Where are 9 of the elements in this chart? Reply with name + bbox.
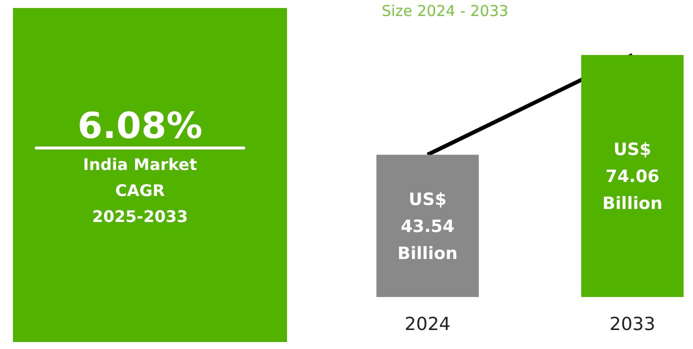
x-tick-label: 2033 xyxy=(610,314,656,335)
text: 2025-2033 xyxy=(92,207,188,226)
text: India Market xyxy=(83,155,198,174)
data-label: US$ 43.54 Billion xyxy=(398,190,458,264)
text: CAGR xyxy=(115,181,165,200)
chart-title: Size 2024 - 2033 xyxy=(382,2,508,20)
data-label: US$ 74.06 Billion xyxy=(602,140,662,214)
text: 6.08% xyxy=(78,106,202,147)
x-tick-label: 2024 xyxy=(404,314,450,335)
